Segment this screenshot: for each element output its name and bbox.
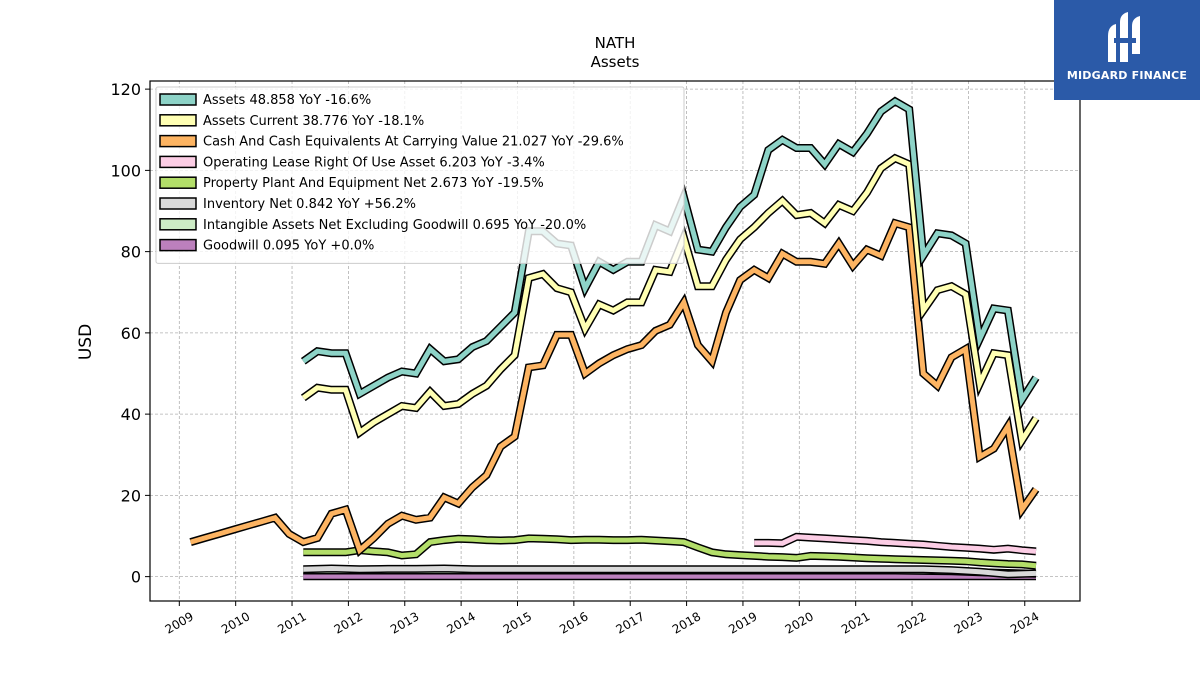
plot-frame <box>149 80 1081 602</box>
series-6 <box>303 564 1037 579</box>
series-5 <box>303 534 1037 570</box>
legend-label: Goodwill 0.095 YoY +0.0% <box>203 239 374 254</box>
y-tick-label: 0 <box>131 568 141 587</box>
y-axis-ticks: 0 20 40 60 80 100 120 <box>110 80 150 587</box>
legend-label: Inventory Net 0.842 YoY +56.2% <box>203 197 416 212</box>
series-line <box>301 155 1039 448</box>
legend-swatch <box>159 134 197 148</box>
legend-swatch <box>159 218 197 231</box>
series-3 <box>189 218 1040 558</box>
series-layer <box>189 96 1040 581</box>
y-tick-label: 120 <box>110 80 141 99</box>
legend-label: Property Plant And Equipment Net 2.673 Y… <box>203 176 544 191</box>
chart-title: NATH <box>595 34 636 52</box>
series-line <box>303 565 1037 577</box>
y-axis-label: USD <box>76 324 96 360</box>
y-tick-label: 40 <box>121 405 141 424</box>
y-tick-label: 100 <box>110 161 141 180</box>
logo-mark-icon <box>1108 12 1140 62</box>
series-line <box>754 534 1037 554</box>
chart-subtitle: Assets <box>591 53 640 71</box>
series-2 <box>300 153 1040 452</box>
y-tick-label: 20 <box>121 486 141 505</box>
legend-swatch <box>159 93 197 106</box>
legend-label: Assets 48.858 YoY -16.6% <box>203 93 371 108</box>
series-line <box>303 535 1037 569</box>
brand-logo: MIDGARD FINANCE <box>1054 0 1200 100</box>
legend-label: Assets Current 38.776 YoY -18.1% <box>203 114 424 129</box>
legend-swatch <box>159 238 197 252</box>
y-tick-label: 60 <box>121 324 141 343</box>
logo-text: MIDGARD FINANCE <box>1066 69 1188 82</box>
legend-swatch <box>159 155 197 169</box>
legend-swatch <box>159 176 197 189</box>
legend-label: Operating Lease Right Of Use Asset 6.203… <box>203 155 545 170</box>
legend-swatch <box>159 114 197 127</box>
series-line <box>189 220 1039 555</box>
legend: Assets 48.858 YoY -16.6% Assets Current 3… <box>155 86 685 264</box>
legend-label: Cash And Cash Equivalents At Carrying Va… <box>203 135 624 150</box>
legend-box <box>155 86 685 264</box>
legend-label: Intangible Assets Net Excluding Goodwill… <box>203 218 586 233</box>
legend-swatch <box>159 197 197 210</box>
series-4 <box>754 532 1037 556</box>
y-tick-label: 80 <box>121 243 141 262</box>
